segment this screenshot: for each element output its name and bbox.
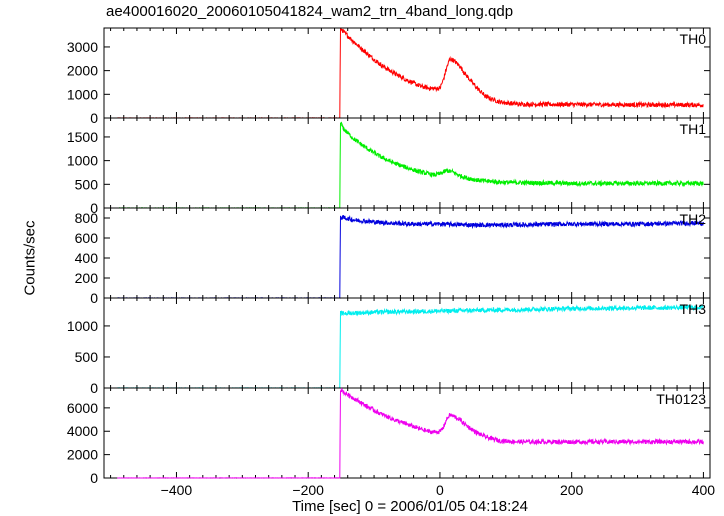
series-line-th0 bbox=[117, 28, 704, 119]
y-tick-label: 3000 bbox=[67, 39, 98, 55]
panel-frame-th1 bbox=[103, 117, 711, 209]
y-tick-label: 6000 bbox=[67, 400, 98, 416]
x-tick-label: 200 bbox=[560, 482, 584, 498]
x-tick-label: −200 bbox=[292, 482, 324, 498]
y-tick-label: 1000 bbox=[67, 153, 98, 169]
x-tick-label: −400 bbox=[161, 482, 193, 498]
y-tick-label: 0 bbox=[90, 290, 98, 306]
y-tick-label: 1500 bbox=[67, 129, 98, 145]
x-tick-label: 0 bbox=[436, 482, 444, 498]
series-line-th0123 bbox=[117, 387, 704, 479]
panel-frame-th0123 bbox=[103, 387, 711, 479]
x-tick-label: 400 bbox=[692, 482, 716, 498]
y-tick-label: 500 bbox=[75, 176, 99, 192]
y-tick-label: 200 bbox=[75, 270, 99, 286]
y-tick-label: 0 bbox=[90, 380, 98, 396]
y-tick-label: 4000 bbox=[67, 423, 98, 439]
panel-frame-th2 bbox=[103, 207, 711, 299]
y-tick-label: 500 bbox=[75, 349, 99, 365]
series-line-th2 bbox=[117, 214, 704, 299]
panel-label-th3: TH3 bbox=[680, 301, 707, 317]
y-tick-label: 0 bbox=[90, 470, 98, 486]
x-axis-label: Time [sec] 0 = 2006/01/05 04:18:24 bbox=[292, 498, 528, 515]
series-line-th1 bbox=[117, 121, 704, 209]
panel-label-th2: TH2 bbox=[680, 211, 707, 227]
series-line-th3 bbox=[116, 303, 704, 389]
y-tick-label: 0 bbox=[90, 110, 98, 126]
y-tick-label: 2000 bbox=[67, 447, 98, 463]
y-tick-label: 1000 bbox=[67, 86, 98, 102]
y-tick-label: 800 bbox=[75, 210, 99, 226]
y-tick-label: 2000 bbox=[67, 63, 98, 79]
panel-label-th1: TH1 bbox=[680, 121, 707, 137]
y-tick-label: 400 bbox=[75, 250, 99, 266]
y-tick-label: 600 bbox=[75, 230, 99, 246]
chart-title: ae400016020_20060105041824_wam2_trn_4ban… bbox=[106, 3, 514, 20]
panel-label-th0123: TH0123 bbox=[656, 391, 706, 407]
y-tick-label: 0 bbox=[90, 200, 98, 216]
y-tick-label: 1000 bbox=[67, 318, 98, 334]
panel-label-th0: TH0 bbox=[680, 31, 707, 47]
